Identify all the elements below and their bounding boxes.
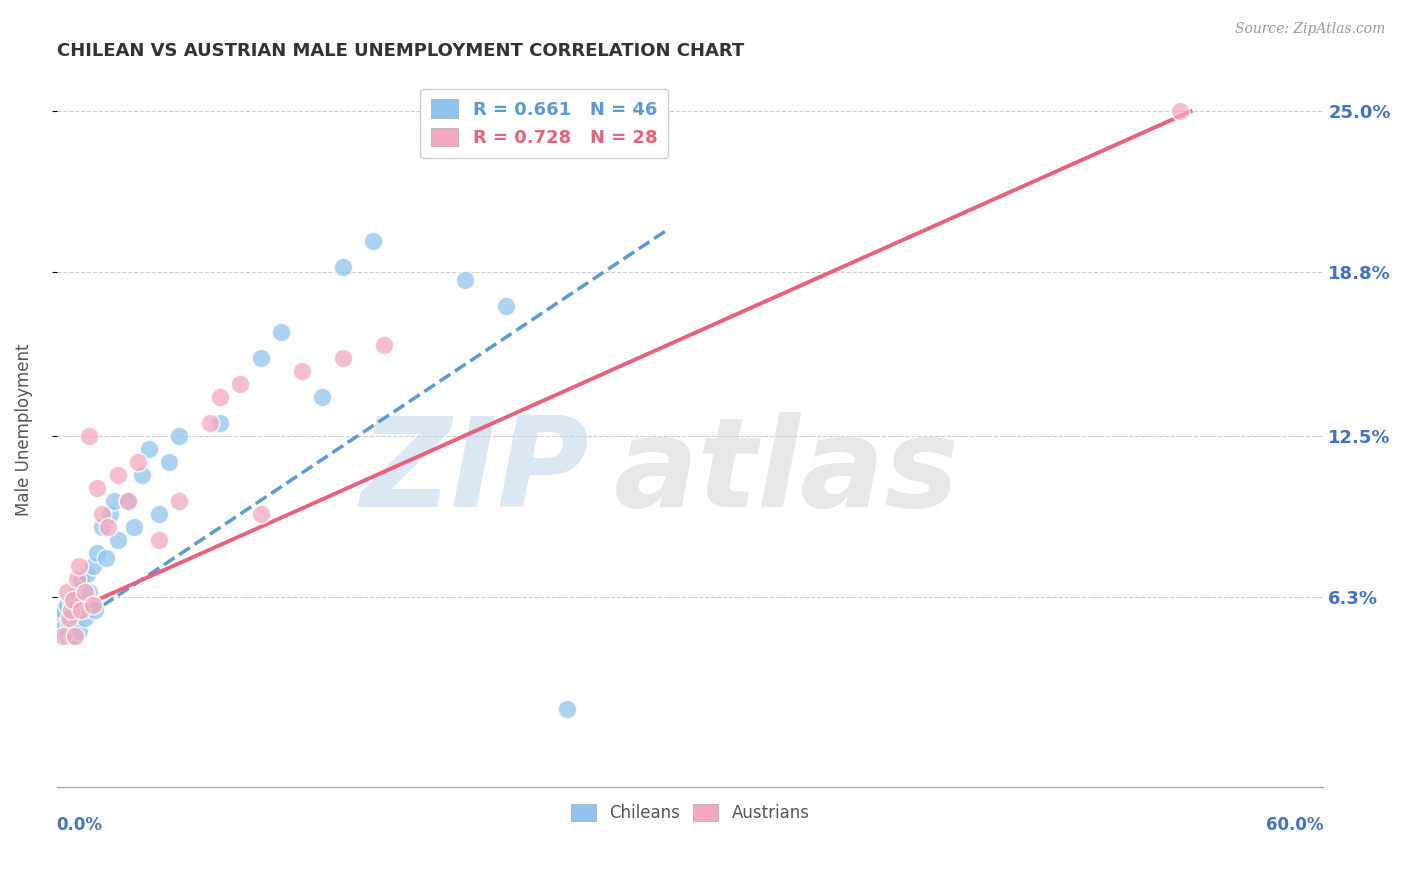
Point (122, 520, 145, 534)
Point (1170, 104, 1192, 119)
Point (70, 603, 93, 617)
Point (84, 603, 107, 617)
Point (86, 546, 108, 560)
Point (250, 507, 273, 521)
Point (67, 624, 90, 638)
Point (148, 533, 170, 547)
Point (117, 494, 139, 508)
Point (62, 592, 84, 607)
Point (311, 390, 333, 404)
Point (66, 611, 89, 625)
Point (70, 603, 93, 617)
Point (79, 585, 101, 599)
Text: atlas: atlas (614, 412, 960, 533)
Point (58, 616, 80, 631)
Point (167, 494, 190, 508)
Point (52, 603, 75, 617)
Point (495, 299, 517, 313)
Point (53, 619, 76, 633)
Point (59, 592, 82, 607)
Text: Source: ZipAtlas.com: Source: ZipAtlas.com (1234, 22, 1385, 37)
Point (66, 598, 89, 612)
Point (148, 507, 170, 521)
Point (82, 598, 104, 612)
Point (80, 598, 103, 612)
Point (86, 481, 108, 495)
Point (291, 364, 314, 378)
Point (56, 629, 79, 643)
Point (107, 468, 129, 483)
Point (79, 429, 101, 443)
Text: 60.0%: 60.0% (1265, 815, 1323, 833)
Point (59, 603, 82, 617)
Point (63, 619, 86, 633)
Point (59, 611, 82, 625)
Point (117, 494, 139, 508)
Point (75, 585, 97, 599)
Text: CHILEAN VS AUSTRIAN MALE UNEMPLOYMENT CORRELATION CHART: CHILEAN VS AUSTRIAN MALE UNEMPLOYMENT CO… (56, 42, 744, 60)
Text: 0.0%: 0.0% (56, 815, 103, 833)
Point (454, 273, 477, 287)
Point (270, 325, 292, 339)
Point (198, 416, 221, 430)
Point (103, 494, 125, 508)
Point (94, 551, 117, 566)
Point (127, 455, 149, 469)
Point (209, 416, 232, 430)
Point (90, 520, 112, 534)
Point (66, 585, 89, 599)
Text: ZIP: ZIP (360, 412, 589, 533)
Point (107, 533, 129, 547)
Point (67, 559, 90, 574)
Legend: R = 0.661   N = 46, R = 0.728   N = 28: R = 0.661 N = 46, R = 0.728 N = 28 (420, 88, 668, 158)
Point (332, 351, 354, 366)
Point (63, 629, 86, 643)
Point (49, 611, 72, 625)
Y-axis label: Male Unemployment: Male Unemployment (15, 343, 32, 516)
Point (250, 351, 273, 366)
Point (56, 598, 79, 612)
Point (52, 629, 75, 643)
Point (557, 702, 579, 716)
Point (76, 566, 98, 581)
Point (363, 235, 385, 249)
Point (82, 559, 104, 574)
Point (58, 611, 80, 625)
Point (62, 603, 84, 617)
Point (373, 338, 395, 352)
Point (332, 260, 354, 275)
Point (138, 442, 160, 457)
Point (209, 390, 232, 404)
Point (229, 377, 252, 392)
Point (131, 468, 153, 483)
Point (75, 611, 97, 625)
Point (90, 507, 112, 521)
Point (157, 455, 180, 469)
Point (62, 629, 84, 643)
Point (97, 520, 120, 534)
Point (98, 507, 121, 521)
Point (66, 572, 89, 586)
Point (72, 592, 94, 607)
Point (56, 585, 79, 599)
Point (167, 429, 190, 443)
Point (70, 572, 93, 586)
